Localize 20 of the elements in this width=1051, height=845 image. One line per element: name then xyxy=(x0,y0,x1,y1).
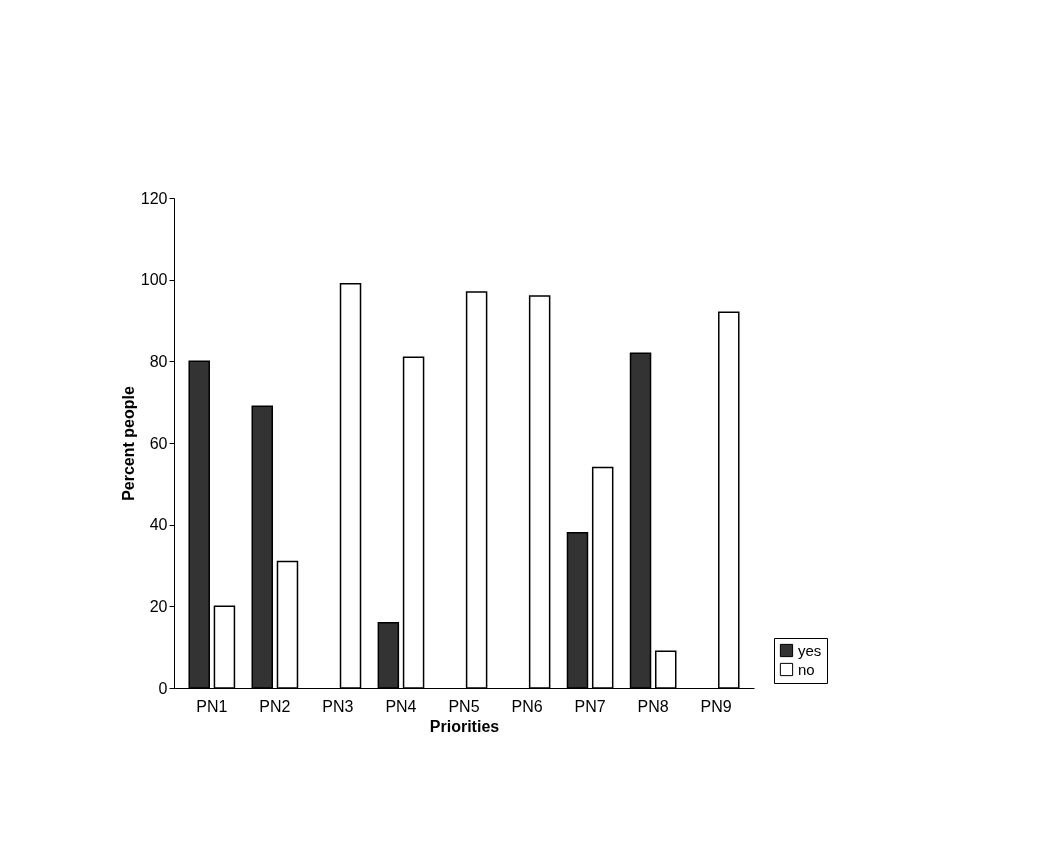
x-tick-label: PN9 xyxy=(700,697,732,715)
y-tick-label: 120 xyxy=(140,189,168,207)
y-tick-label: 20 xyxy=(149,597,168,615)
y-tick-label: 0 xyxy=(158,679,168,697)
y-tick-label: 100 xyxy=(140,271,168,289)
x-tick-label: PN6 xyxy=(511,697,543,715)
x-axis-title: Priorities xyxy=(429,717,500,735)
x-tick-label: PN4 xyxy=(385,697,417,715)
x-tick-label: PN7 xyxy=(574,697,606,715)
y-tick-label: 60 xyxy=(149,434,168,452)
x-tick-label: PN3 xyxy=(322,697,354,715)
x-tick-label: PN2 xyxy=(259,697,291,715)
x-tick-label: PN8 xyxy=(637,697,669,715)
y-tick-label: 40 xyxy=(149,516,168,534)
legend-label: no xyxy=(798,660,815,678)
legend-label: yes xyxy=(798,641,822,659)
x-tick-label: PN5 xyxy=(448,697,480,715)
y-tick-label: 80 xyxy=(149,352,168,370)
x-tick-label: PN1 xyxy=(196,697,228,715)
y-axis-title: Percent people xyxy=(119,386,137,501)
